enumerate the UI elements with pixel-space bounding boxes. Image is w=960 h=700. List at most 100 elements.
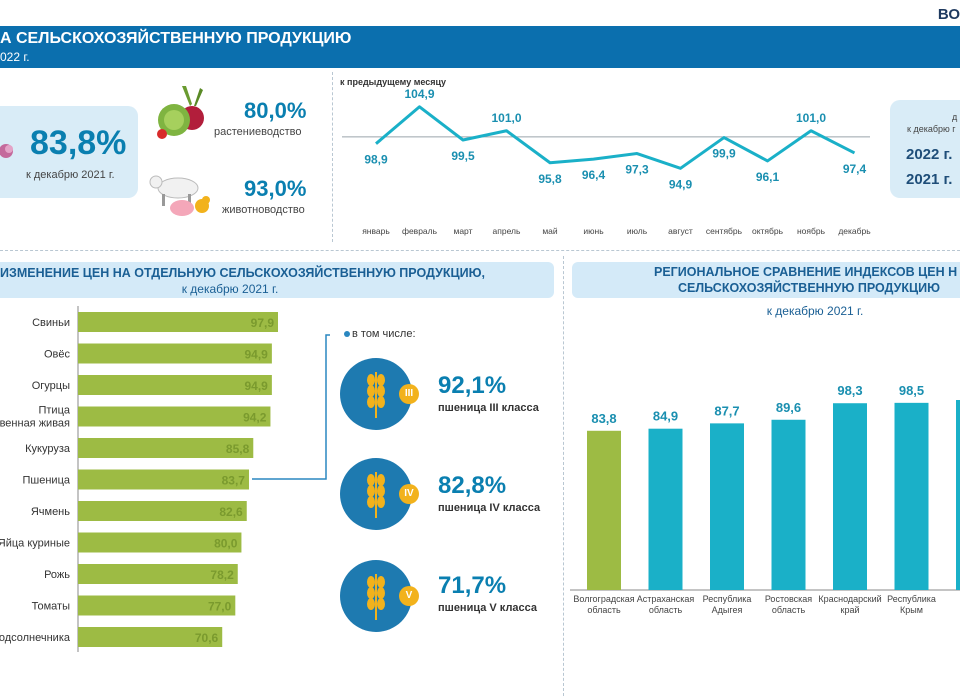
month-tick-label: январь xyxy=(362,226,390,236)
regions-bar-chart: 83,8 Волгоградская область 84,9 Астраханская… xyxy=(570,383,960,615)
wheat-class-4-label: пшеница IV класса xyxy=(438,502,541,514)
region-value-label: 83,8 xyxy=(591,411,616,426)
regions-panel-title-line1: РЕГИОНАЛЬНОЕ СРАВНЕНИЕ ИНДЕКСОВ ЦЕН Н xyxy=(654,265,958,279)
product-bar xyxy=(78,532,242,553)
product-value-label: 70,6 xyxy=(195,631,219,645)
region-bar xyxy=(894,402,929,590)
region-name-label: область xyxy=(772,605,806,615)
line-data-label: 95,8 xyxy=(538,172,562,186)
wheat-class-3-value: 92,1% xyxy=(438,372,507,399)
product-name-label: Рожь xyxy=(44,569,70,581)
main-index-card xyxy=(0,106,138,198)
month-tick-label: декабрь xyxy=(838,226,871,236)
wheat-class-4-value: 82,8% xyxy=(438,472,507,499)
wheat-class-3-icon xyxy=(340,358,412,430)
product-name-label: венная живая xyxy=(0,418,70,430)
region-value-label: 98,5 xyxy=(899,383,924,398)
region-name-label: Крым xyxy=(900,605,923,615)
brand-label: ВО xyxy=(937,6,960,23)
region-name-label: Краснодарский xyxy=(818,594,881,604)
product-name-label: Свиньи xyxy=(32,317,70,329)
region-value-label: 87,7 xyxy=(714,403,739,418)
region-name-label: Волгоградская xyxy=(573,594,634,604)
line-data-label: 101,0 xyxy=(491,111,521,125)
product-value-label: 97,9 xyxy=(251,316,275,330)
region-value-label: 84,9 xyxy=(653,409,678,424)
wheat-class-4-badge: IV xyxy=(399,484,419,504)
separator-top xyxy=(332,72,333,242)
product-bar xyxy=(78,375,272,395)
product-name-label: Яйца куриные xyxy=(0,538,70,550)
product-value-label: 94,2 xyxy=(243,411,267,425)
month-tick-label: март xyxy=(453,226,472,236)
month-tick-label: сентябрь xyxy=(706,226,743,236)
line-chart-title: к предыдущему месяцу xyxy=(340,77,446,87)
region-name-label: край xyxy=(841,605,860,615)
line-data-label: 97,4 xyxy=(843,162,867,176)
line-data-label: 99,9 xyxy=(712,147,736,161)
regions-panel-title-line2: СЕЛЬСКОХОЗЯЙСТВЕННУЮ ПРОДУКЦИЮ xyxy=(678,281,941,295)
products-panel-header: ИЗМЕНЕНИЕ ЦЕН НА ОТДЕЛЬНУЮ СЕЛЬСКОХОЗЯЙС… xyxy=(0,262,554,298)
region-bar xyxy=(648,428,683,590)
product-bar xyxy=(78,501,247,521)
month-tick-label: июль xyxy=(627,226,648,236)
product-bar xyxy=(78,438,254,458)
products-panel-title: ИЗМЕНЕНИЕ ЦЕН НА ОТДЕЛЬНУЮ СЕЛЬСКОХОЗЯЙС… xyxy=(0,266,485,280)
separator-middle xyxy=(0,250,960,251)
regions-panel-subtitle: к декабрю 2021 г. xyxy=(766,304,864,318)
line-data-label: 101,0 xyxy=(796,111,826,125)
product-name-label: Ячмень xyxy=(31,506,70,518)
region-value-label: 98,3 xyxy=(837,383,862,398)
wheat-ear-icon xyxy=(367,472,385,518)
line-data-label: 97,3 xyxy=(625,163,649,177)
product-bar xyxy=(78,469,249,490)
wheat-class-5-value: 71,7% xyxy=(438,572,507,599)
wheat-class-5-badge: V xyxy=(399,586,419,606)
page-title: А СЕЛЬСКОХОЗЯЙСТВЕННУЮ ПРОДУКЦИЮ xyxy=(0,30,352,47)
wheat-class-3-label: пшеница III класса xyxy=(438,402,539,414)
wheat-class-3-badge: III xyxy=(399,384,419,404)
month-tick-label: август xyxy=(668,226,693,236)
region-name-label: область xyxy=(649,605,683,615)
region-name-label: Адыгея xyxy=(712,605,743,615)
line-series xyxy=(375,105,856,170)
products-panel-subtitle: к декабрю 2021 г. xyxy=(181,282,279,296)
wheat-ear-icon xyxy=(367,574,385,620)
header-band xyxy=(0,26,960,68)
wheat-class-5-label: пшеница V класса xyxy=(438,602,538,614)
vegetables-icon xyxy=(157,86,204,139)
regions-panel-header: РЕГИОНАЛЬНОЕ СРАВНЕНИЕ ИНДЕКСОВ ЦЕН Н СЕ… xyxy=(572,262,960,298)
main-index-value: 83,8% xyxy=(30,124,127,162)
product-bar xyxy=(78,595,236,616)
product-name-label: Томаты xyxy=(32,601,70,613)
region-bar xyxy=(710,423,744,590)
region-bar xyxy=(956,400,960,590)
product-bar xyxy=(78,312,278,332)
product-name-label: Птица xyxy=(38,405,70,417)
line-data-label: 99,5 xyxy=(451,149,475,163)
livestock-icon xyxy=(149,175,210,216)
wheat-intro: в том числе: xyxy=(352,328,416,340)
product-name-label: Кукуруза xyxy=(25,443,71,455)
region-name-label: Астраханская xyxy=(637,594,695,604)
wheat-ear-icon xyxy=(367,372,385,418)
product-bar xyxy=(78,406,271,427)
wheat-intro-dot xyxy=(344,331,350,337)
product-value-label: 94,9 xyxy=(245,379,269,393)
product-value-label: 85,8 xyxy=(226,442,250,456)
livestock-label: животноводство xyxy=(222,204,305,216)
month-tick-label: апрель xyxy=(493,226,521,236)
right-card-line2: к декабрю г xyxy=(907,124,956,134)
right-card-year2: 2021 г. xyxy=(906,171,953,188)
line-data-label: 96,4 xyxy=(582,168,606,182)
product-bar xyxy=(78,564,238,584)
line-data-label: 98,9 xyxy=(364,153,388,167)
bowl-icon xyxy=(0,144,13,158)
line-data-label: 96,1 xyxy=(756,170,780,184)
region-bar xyxy=(771,419,806,590)
separator-bottom xyxy=(563,256,564,696)
region-name-label: Республика xyxy=(887,594,936,604)
product-name-label: Овёс xyxy=(44,349,71,361)
region-name-label: Ростовская xyxy=(765,594,812,604)
region-name-label: Республика xyxy=(703,594,752,604)
